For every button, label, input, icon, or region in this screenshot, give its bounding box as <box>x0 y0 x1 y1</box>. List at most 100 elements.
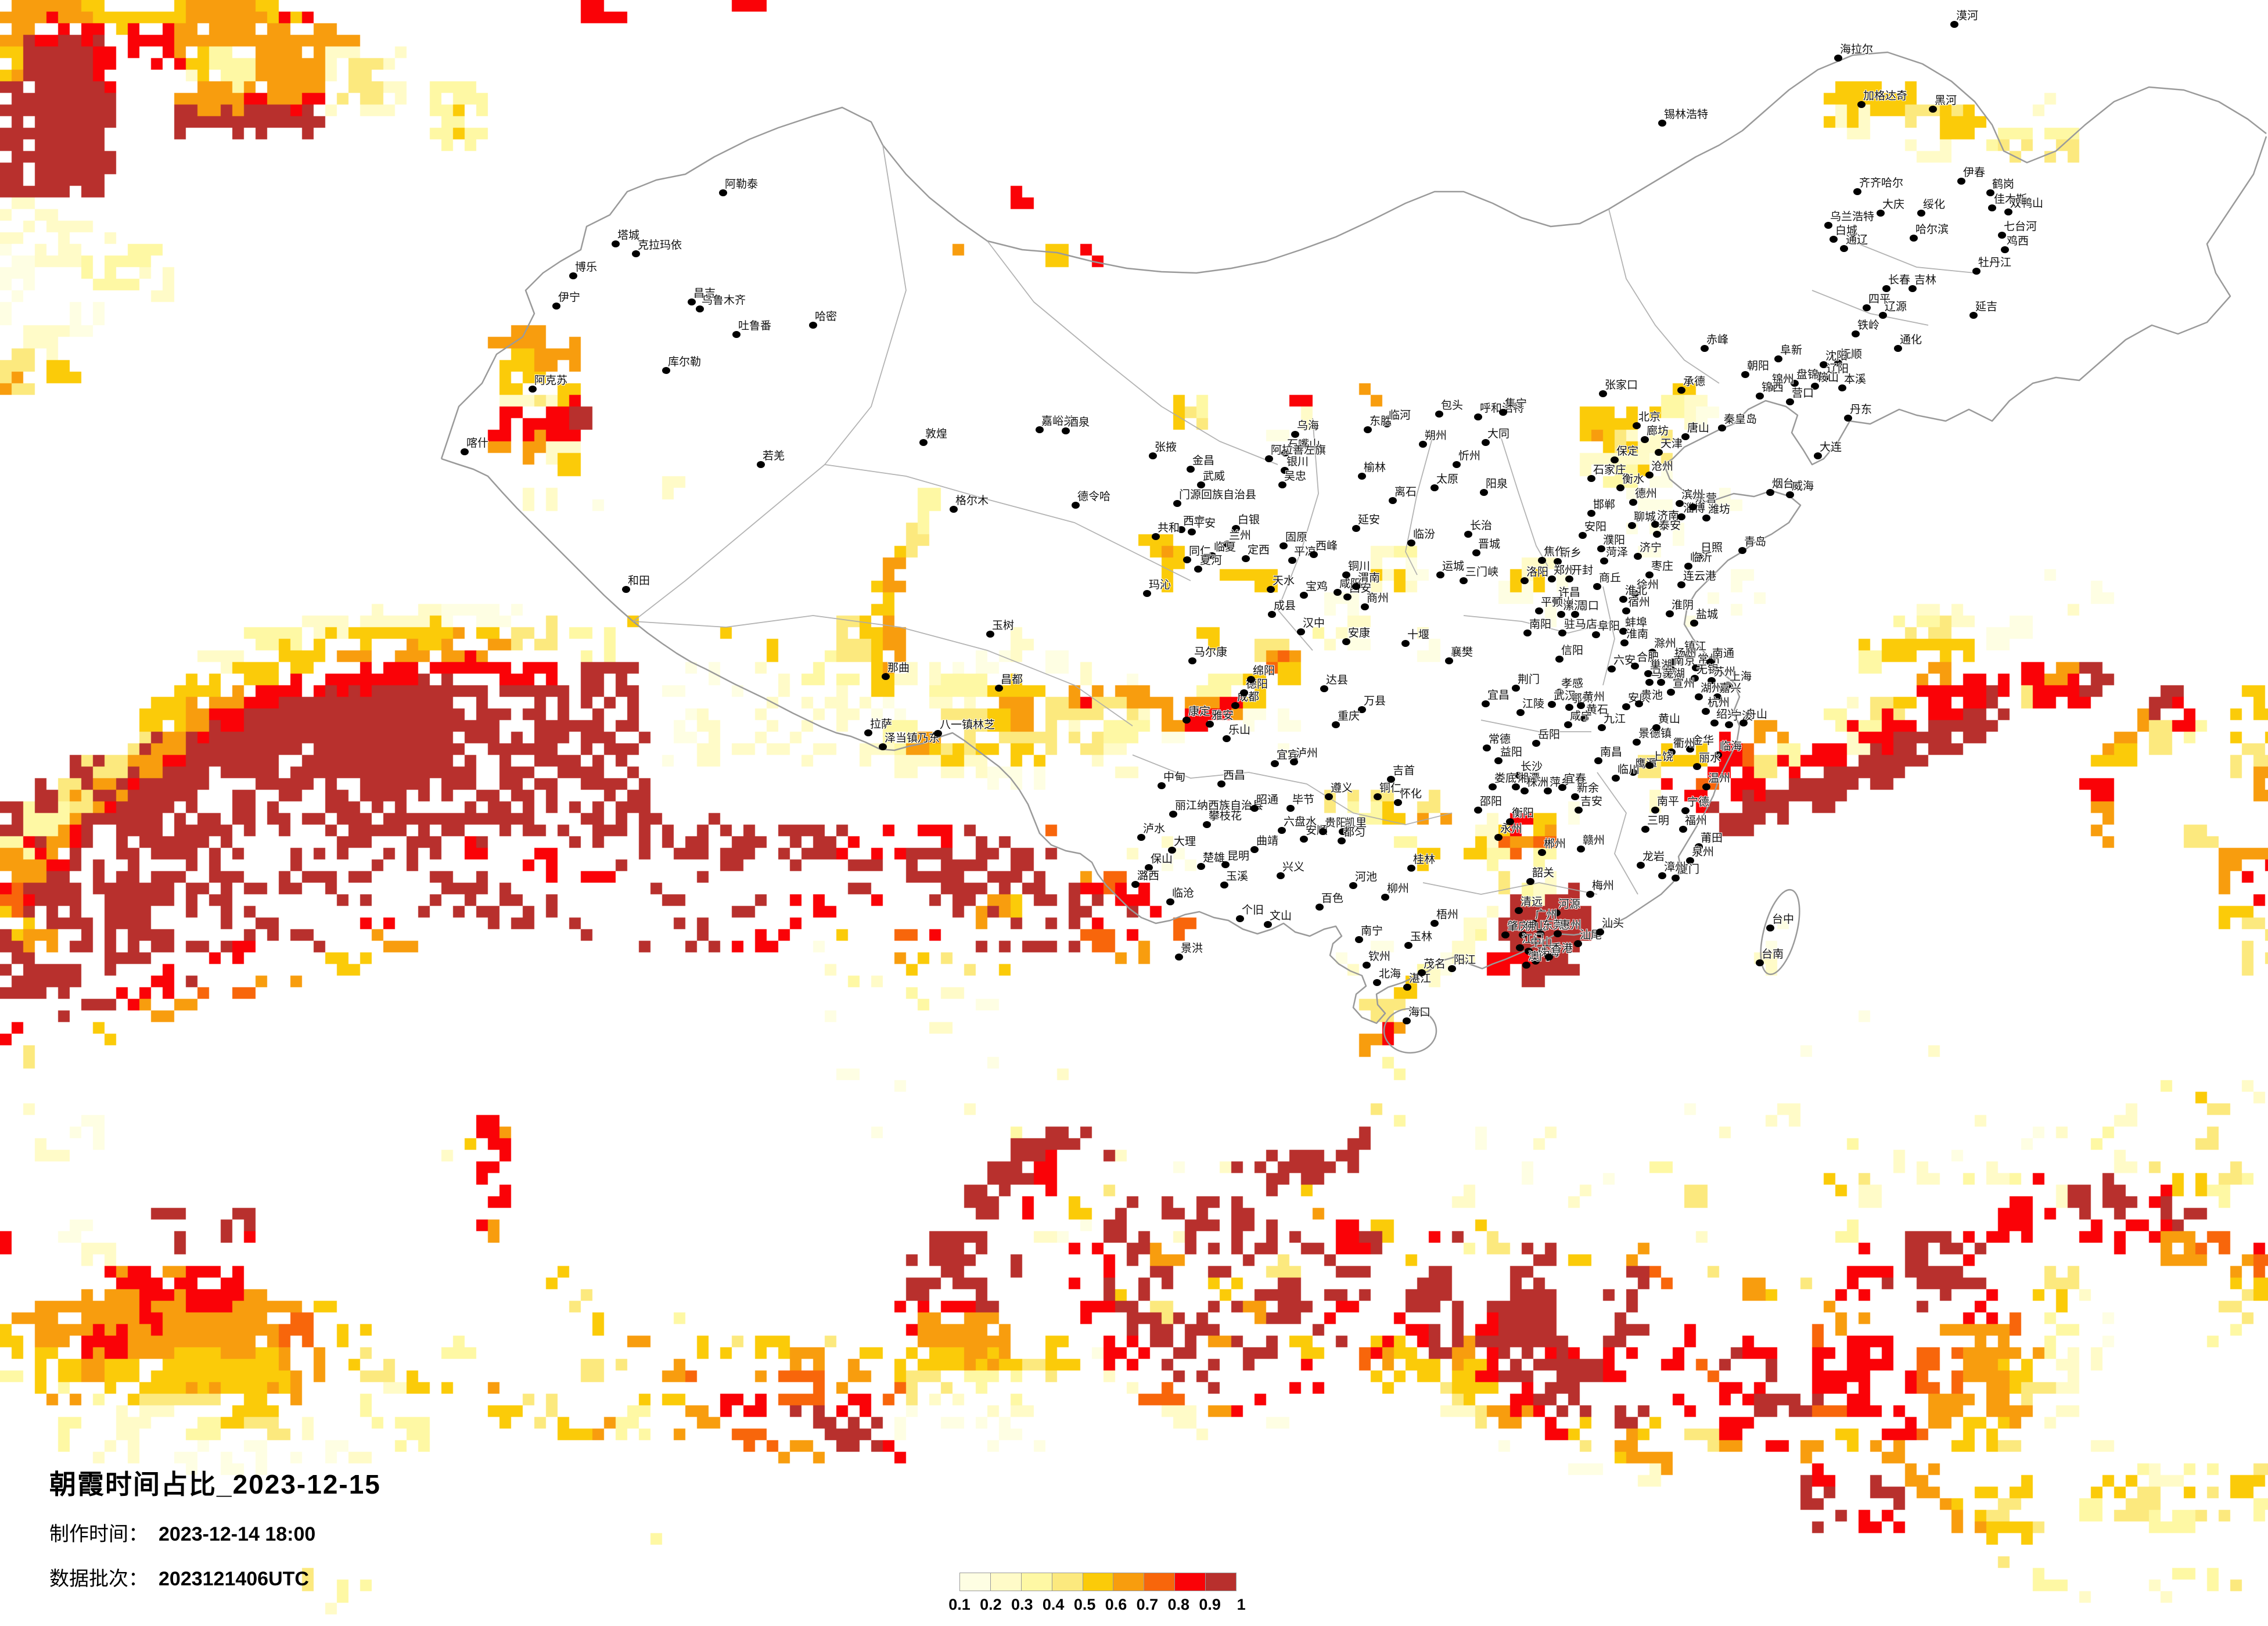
city-dot-icon <box>1358 473 1366 480</box>
city-dot-icon <box>1651 807 1659 814</box>
city-dot-icon <box>1169 811 1177 818</box>
city-dot-icon <box>1545 954 1553 961</box>
city-label: 楚雄 <box>1203 852 1225 864</box>
city-label: 本溪 <box>1844 373 1867 386</box>
city-label: 榆林 <box>1364 462 1386 474</box>
city-label: 博乐 <box>575 261 598 274</box>
city-dot-icon <box>1523 629 1532 636</box>
legend-swatch <box>959 1573 991 1591</box>
city-dot-icon <box>1877 210 1885 217</box>
city-dot-icon <box>1182 717 1191 724</box>
city-dot-icon <box>1494 834 1503 841</box>
city-dot-icon <box>1631 663 1639 670</box>
city-label: 若羌 <box>763 450 785 462</box>
city-label: 吉林 <box>1914 274 1937 286</box>
city-dot-icon <box>1281 467 1289 474</box>
city-dot-icon <box>1381 894 1389 901</box>
city-label: 晋城 <box>1478 538 1501 551</box>
city-dot-icon <box>1240 689 1248 696</box>
city-label: 曲靖 <box>1256 835 1279 847</box>
city-dot-icon <box>1571 793 1579 800</box>
city-label: 共和 <box>1158 522 1180 534</box>
data-batch-label: 数据批次： <box>49 1569 148 1590</box>
city-label: 玉树 <box>992 620 1015 632</box>
city-label: 潞西 <box>1137 870 1160 882</box>
city-label: 温州 <box>1708 772 1731 785</box>
city-label: 合肥 <box>1637 652 1659 664</box>
city-label: 酒泉 <box>1067 416 1090 429</box>
city-dot-icon <box>1231 702 1239 709</box>
city-dot-icon <box>1242 555 1250 562</box>
city-dot-icon <box>1342 571 1350 578</box>
city-label: 聊城 <box>1634 511 1656 523</box>
city-label: 九江 <box>1604 713 1626 725</box>
city-dot-icon <box>1430 484 1439 491</box>
city-label: 新余 <box>1577 782 1600 794</box>
city-label: 苏州 <box>1713 666 1736 678</box>
city-label: 武威 <box>1203 470 1225 483</box>
city-dot-icon <box>1689 503 1697 510</box>
city-dot-icon <box>1857 101 1866 108</box>
city-label: 锦州 <box>1772 373 1795 386</box>
city-label: 鸡西 <box>2007 235 2029 247</box>
city-label: 昌都 <box>1001 674 1023 686</box>
city-dot-icon <box>1482 439 1490 446</box>
city-dot-icon <box>1177 526 1185 533</box>
city-label: 长春 <box>1888 274 1911 286</box>
city-label: 潍坊 <box>1708 503 1731 516</box>
city-dot-icon <box>1677 513 1685 520</box>
city-label: 茂名 <box>1424 958 1446 970</box>
city-dot-icon <box>1265 455 1273 462</box>
city-dot-icon <box>1532 740 1540 747</box>
city-dot-icon <box>1686 857 1694 864</box>
city-dot-icon <box>1187 466 1195 473</box>
city-dot-icon <box>1334 589 1342 596</box>
city-label: 哈尔滨 <box>1915 224 1949 236</box>
city-dot-icon <box>1629 499 1637 506</box>
city-label: 安阳 <box>1584 521 1607 533</box>
city-label: 芜湖 <box>1663 668 1685 680</box>
city-dot-icon <box>1702 783 1710 790</box>
city-dot-icon <box>1152 533 1160 540</box>
city-dot-icon <box>1620 639 1629 646</box>
city-dot-icon <box>1766 924 1774 931</box>
city-dot-icon <box>1137 834 1145 841</box>
city-dot-icon <box>1677 581 1685 588</box>
city-label: 海口 <box>1408 1006 1431 1019</box>
city-label: 河池 <box>1355 871 1378 883</box>
city-label: 宣州 <box>1673 678 1695 690</box>
legend-tick-labels: 0.1 0.2 0.3 0.4 0.5 0.6 0.7 0.8 0.9 1 <box>948 1596 1308 1613</box>
city-label: 蚌埠 <box>1625 617 1648 629</box>
city-label: 百色 <box>1321 893 1344 905</box>
city-dot-icon <box>950 506 958 513</box>
city-label: 营口 <box>1792 387 1814 400</box>
city-label: 玛沁 <box>1149 579 1171 591</box>
city-label: 岳阳 <box>1538 729 1561 741</box>
city-label: 萍乡 <box>1550 776 1572 789</box>
city-dot-icon <box>1651 521 1659 528</box>
city-dot-icon <box>1644 670 1652 677</box>
city-label: 东胜 <box>1370 415 1392 427</box>
city-label: 攀枝花 <box>1209 810 1242 822</box>
city-dot-icon <box>1713 693 1721 700</box>
city-label: 十堰 <box>1407 629 1430 641</box>
city-label: 南通 <box>1712 647 1735 660</box>
city-dot-icon <box>882 673 890 680</box>
city-label: 朝阳 <box>1747 360 1770 372</box>
city-dot-icon <box>1852 330 1860 337</box>
city-label: 牡丹江 <box>1978 257 2012 269</box>
city-dot-icon <box>1834 55 1842 62</box>
city-dot-icon <box>1741 371 1749 378</box>
city-dot-icon <box>1830 236 1838 243</box>
city-label: 乐山 <box>1228 724 1251 736</box>
city-dot-icon <box>1342 638 1350 645</box>
city-dot-icon <box>1686 746 1694 753</box>
city-dot-icon <box>1577 702 1585 709</box>
city-dot-icon <box>1821 374 1829 381</box>
city-dot-icon <box>1387 776 1395 783</box>
page-title: 朝霞时间占比_2023-12-15 <box>49 1469 381 1499</box>
city-label: 雅安 <box>1212 710 1234 722</box>
city-dot-icon <box>1512 783 1520 790</box>
city-label: 渭南 <box>1358 572 1381 584</box>
city-label: 玉林 <box>1410 931 1433 943</box>
